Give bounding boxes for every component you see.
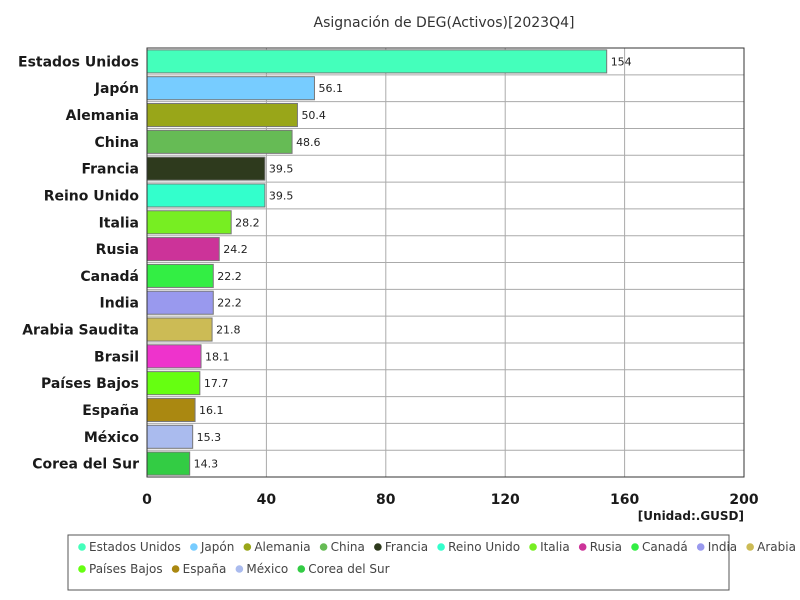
category-label: Francia [81, 162, 139, 178]
legend-label: Francia [385, 540, 428, 554]
value-label: 22.2 [217, 297, 242, 310]
category-label: Brasil [94, 349, 139, 365]
bar [146, 344, 202, 369]
bar [146, 371, 201, 396]
value-label: 15.3 [197, 431, 222, 444]
legend-label: Canadá [642, 540, 688, 554]
legend-marker [578, 543, 587, 551]
bar [146, 156, 266, 181]
legend-label: Reino Unido [448, 540, 520, 554]
bar [146, 237, 220, 262]
value-label: 24.2 [223, 243, 248, 256]
legend-marker [243, 543, 252, 551]
bar [146, 290, 214, 315]
category-label: México [84, 430, 140, 446]
x-tick-label: 40 [257, 492, 277, 508]
legend-label: Corea del Sur [308, 562, 389, 576]
unit-label: [Unidad:.GUSD] [638, 509, 744, 523]
legend-marker [235, 565, 244, 573]
legend-marker [78, 565, 86, 573]
legend-marker [437, 543, 445, 551]
legend-frame [67, 534, 730, 591]
category-label: Reino Unido [44, 188, 140, 204]
value-label: 48.6 [296, 136, 321, 149]
legend: Estados Unidos Japón Alemania China Francia R… [67, 534, 800, 591]
legend-label: China [331, 540, 365, 554]
bar [146, 263, 214, 288]
category-labels: Estados Unidos Japón Alemania China Francia R… [18, 54, 139, 472]
legend-label: México [246, 562, 288, 576]
plot-frame [146, 47, 745, 478]
value-label: 50.4 [301, 109, 326, 122]
category-label: Arabia Saudita [22, 323, 139, 339]
legend-label: Italia [540, 540, 570, 554]
legend-label: Estados Unidos [89, 540, 181, 554]
legend-items: Estados Unidos Japón Alemania China Francia R… [78, 540, 800, 576]
category-label: Estados Unidos [18, 54, 139, 70]
bar [146, 129, 293, 154]
x-axis-tick-labels: 0 40 80 120 160 200 [142, 492, 759, 508]
legend-marker [190, 543, 198, 551]
legend-label: Japón [200, 540, 234, 554]
bar [146, 451, 191, 476]
category-label: Canadá [80, 269, 139, 285]
category-label: Japón [94, 81, 139, 97]
legend-marker [631, 543, 639, 551]
bar [146, 76, 315, 101]
value-label: 154 [611, 55, 632, 68]
value-label: 18.1 [205, 350, 230, 363]
category-label: España [82, 403, 139, 419]
category-label: India [100, 296, 139, 312]
x-tick-label: 0 [142, 492, 152, 508]
x-tick-label: 160 [610, 492, 639, 508]
bar [146, 103, 298, 128]
bar [146, 424, 194, 449]
category-label: Rusia [96, 242, 139, 258]
value-labels: 154 56.1 50.4 48.6 39.5 39.5 28.2 24.2 22.2 22.2 2… [194, 55, 632, 470]
value-label: 16.1 [199, 404, 224, 417]
bar [146, 210, 232, 235]
x-tick-label: 120 [491, 492, 520, 508]
x-tick-label: 200 [729, 492, 758, 508]
legend-marker [171, 565, 180, 573]
legend-marker [696, 543, 705, 551]
category-label: China [95, 135, 139, 151]
legend-marker [319, 543, 328, 551]
value-label: 28.2 [235, 216, 260, 229]
legend-marker [746, 543, 754, 551]
category-label: Corea del Sur [32, 457, 139, 473]
x-tick-label: 80 [376, 492, 396, 508]
legend-marker [374, 543, 382, 551]
value-label: 56.1 [318, 82, 343, 95]
value-label: 39.5 [269, 189, 294, 202]
value-label: 14.3 [194, 458, 219, 471]
category-label: Italia [99, 215, 139, 231]
bar [146, 317, 213, 342]
value-label: 17.7 [204, 377, 229, 390]
legend-label: Alemania [254, 540, 310, 554]
chart-title: Asignación de DEG(Activos)[2023Q4] [314, 15, 575, 31]
legend-marker [297, 565, 306, 573]
category-label: Alemania [66, 108, 139, 124]
legend-label: España [183, 562, 227, 576]
legend-label: India [708, 540, 737, 554]
bar [146, 49, 608, 74]
value-label: 22.2 [217, 270, 242, 283]
value-label: 39.5 [269, 163, 294, 176]
legend-label: Países Bajos [89, 562, 163, 576]
value-label: 21.8 [216, 324, 241, 337]
bar [146, 397, 196, 422]
category-label: Países Bajos [41, 376, 139, 392]
bar [146, 183, 266, 208]
legend-marker [529, 543, 537, 551]
legend-label: Arabia Saudita [757, 540, 800, 554]
legend-label: Rusia [590, 540, 622, 554]
legend-marker [78, 543, 86, 551]
